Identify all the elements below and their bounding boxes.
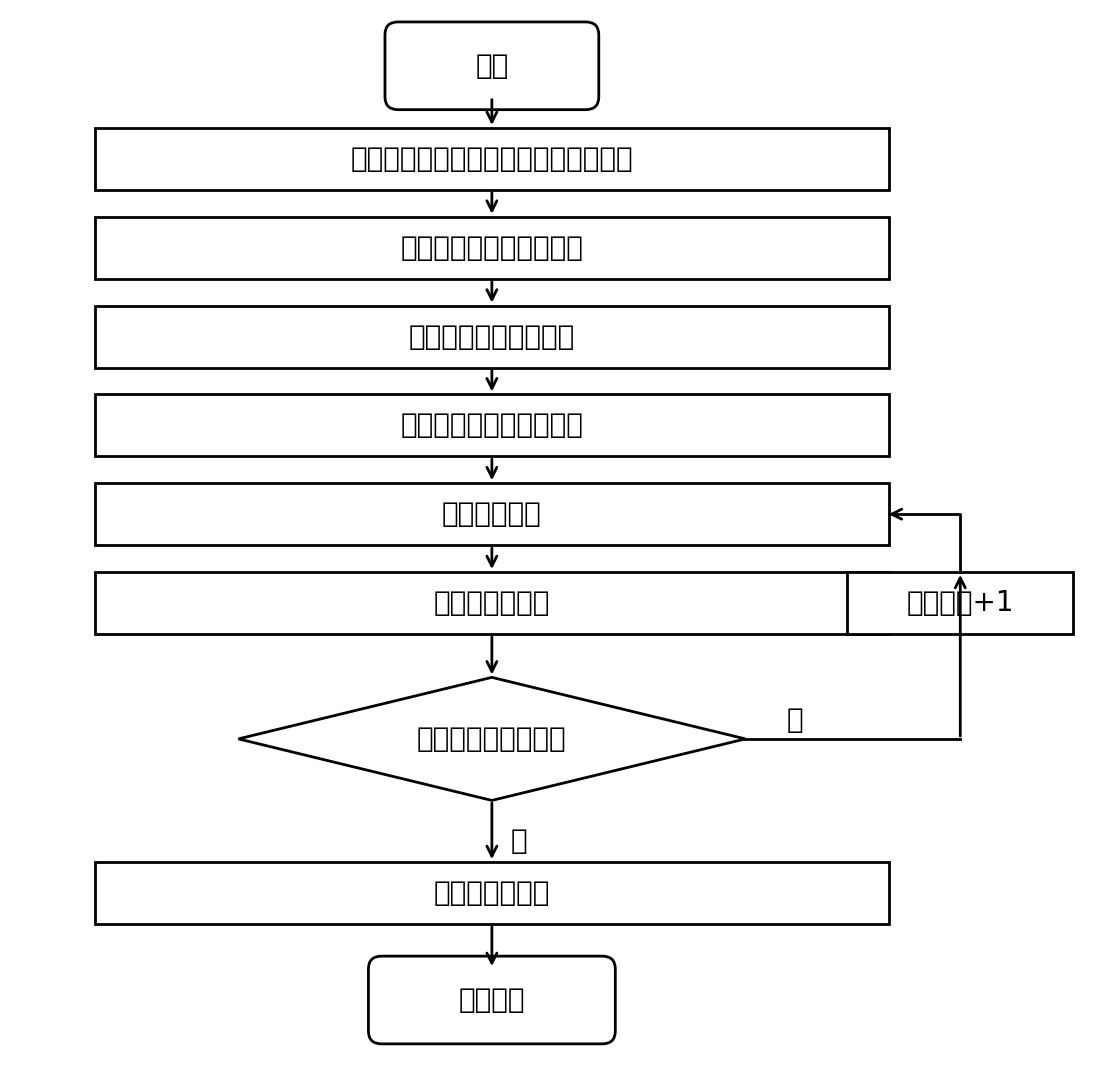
Bar [95,128,888,190]
Text: 设定的初始权值和阈值: 设定的初始权值和阈值 [408,323,575,350]
Text: 是: 是 [511,827,528,855]
Bar [95,862,888,924]
Bar [95,306,888,367]
Text: 计算预测误差: 计算预测误差 [442,500,541,528]
Text: 开始: 开始 [475,52,509,80]
FancyBboxPatch shape [368,956,615,1044]
Text: 确定深度学习的训练结构: 确定深度学习的训练结构 [401,234,584,261]
Bar [95,217,888,279]
Text: 预测未来五个时刻的车速: 预测未来五个时刻的车速 [401,411,584,439]
Text: 是否达到训练次数？: 是否达到训练次数？ [417,725,567,753]
Text: 否: 否 [787,706,804,734]
Bar [95,572,888,634]
Polygon shape [239,678,745,800]
Text: 更新权值和阈值: 更新权值和阈值 [434,589,550,617]
FancyBboxPatch shape [385,22,599,109]
Text: 从训练的样本数据中选择十个历史车速: 从训练的样本数据中选择十个历史车速 [350,145,633,173]
Text: 训练次数+1: 训练次数+1 [906,589,1014,617]
Text: 保存权值和阈值: 保存权值和阈值 [434,879,550,907]
Text: 训练结束: 训练结束 [459,986,526,1014]
Bar [847,572,1074,634]
Bar [95,395,888,456]
Bar [95,483,888,545]
